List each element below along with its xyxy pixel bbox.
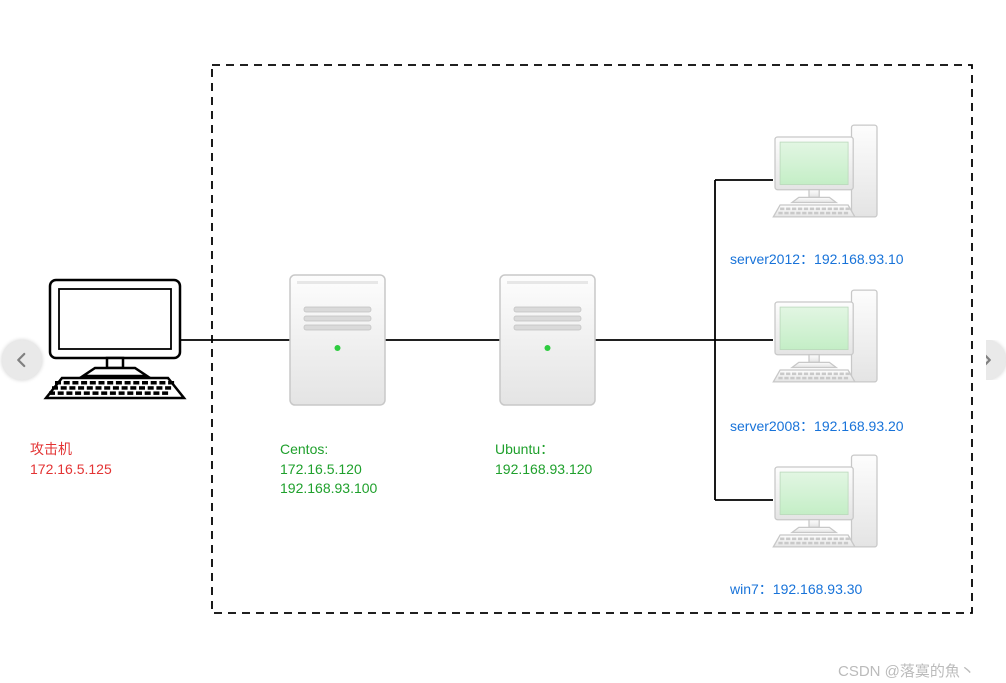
s2012-label: server2012：192.168.93.10 — [730, 250, 904, 270]
ubuntu-node — [500, 275, 595, 405]
attacker-label: 攻击机172.16.5.125 — [30, 440, 112, 479]
centos-label: Centos:172.16.5.120192.168.93.100 — [280, 440, 377, 499]
s2008-node — [773, 290, 877, 382]
prev-button[interactable] — [2, 340, 42, 380]
s2008-label: server2008：192.168.93.20 — [730, 417, 904, 437]
ubuntu-label: Ubuntu：192.168.93.120 — [495, 440, 592, 479]
centos-node — [290, 275, 385, 405]
win7-node — [773, 455, 877, 547]
node-group — [46, 125, 877, 547]
connection-lines — [180, 180, 773, 500]
attacker-node — [46, 280, 184, 398]
watermark-text: CSDN @落寞的魚丶 — [838, 660, 975, 681]
s2012-node — [773, 125, 877, 217]
chevron-left-icon — [13, 351, 31, 369]
win7-label: win7：192.168.93.30 — [730, 580, 862, 600]
